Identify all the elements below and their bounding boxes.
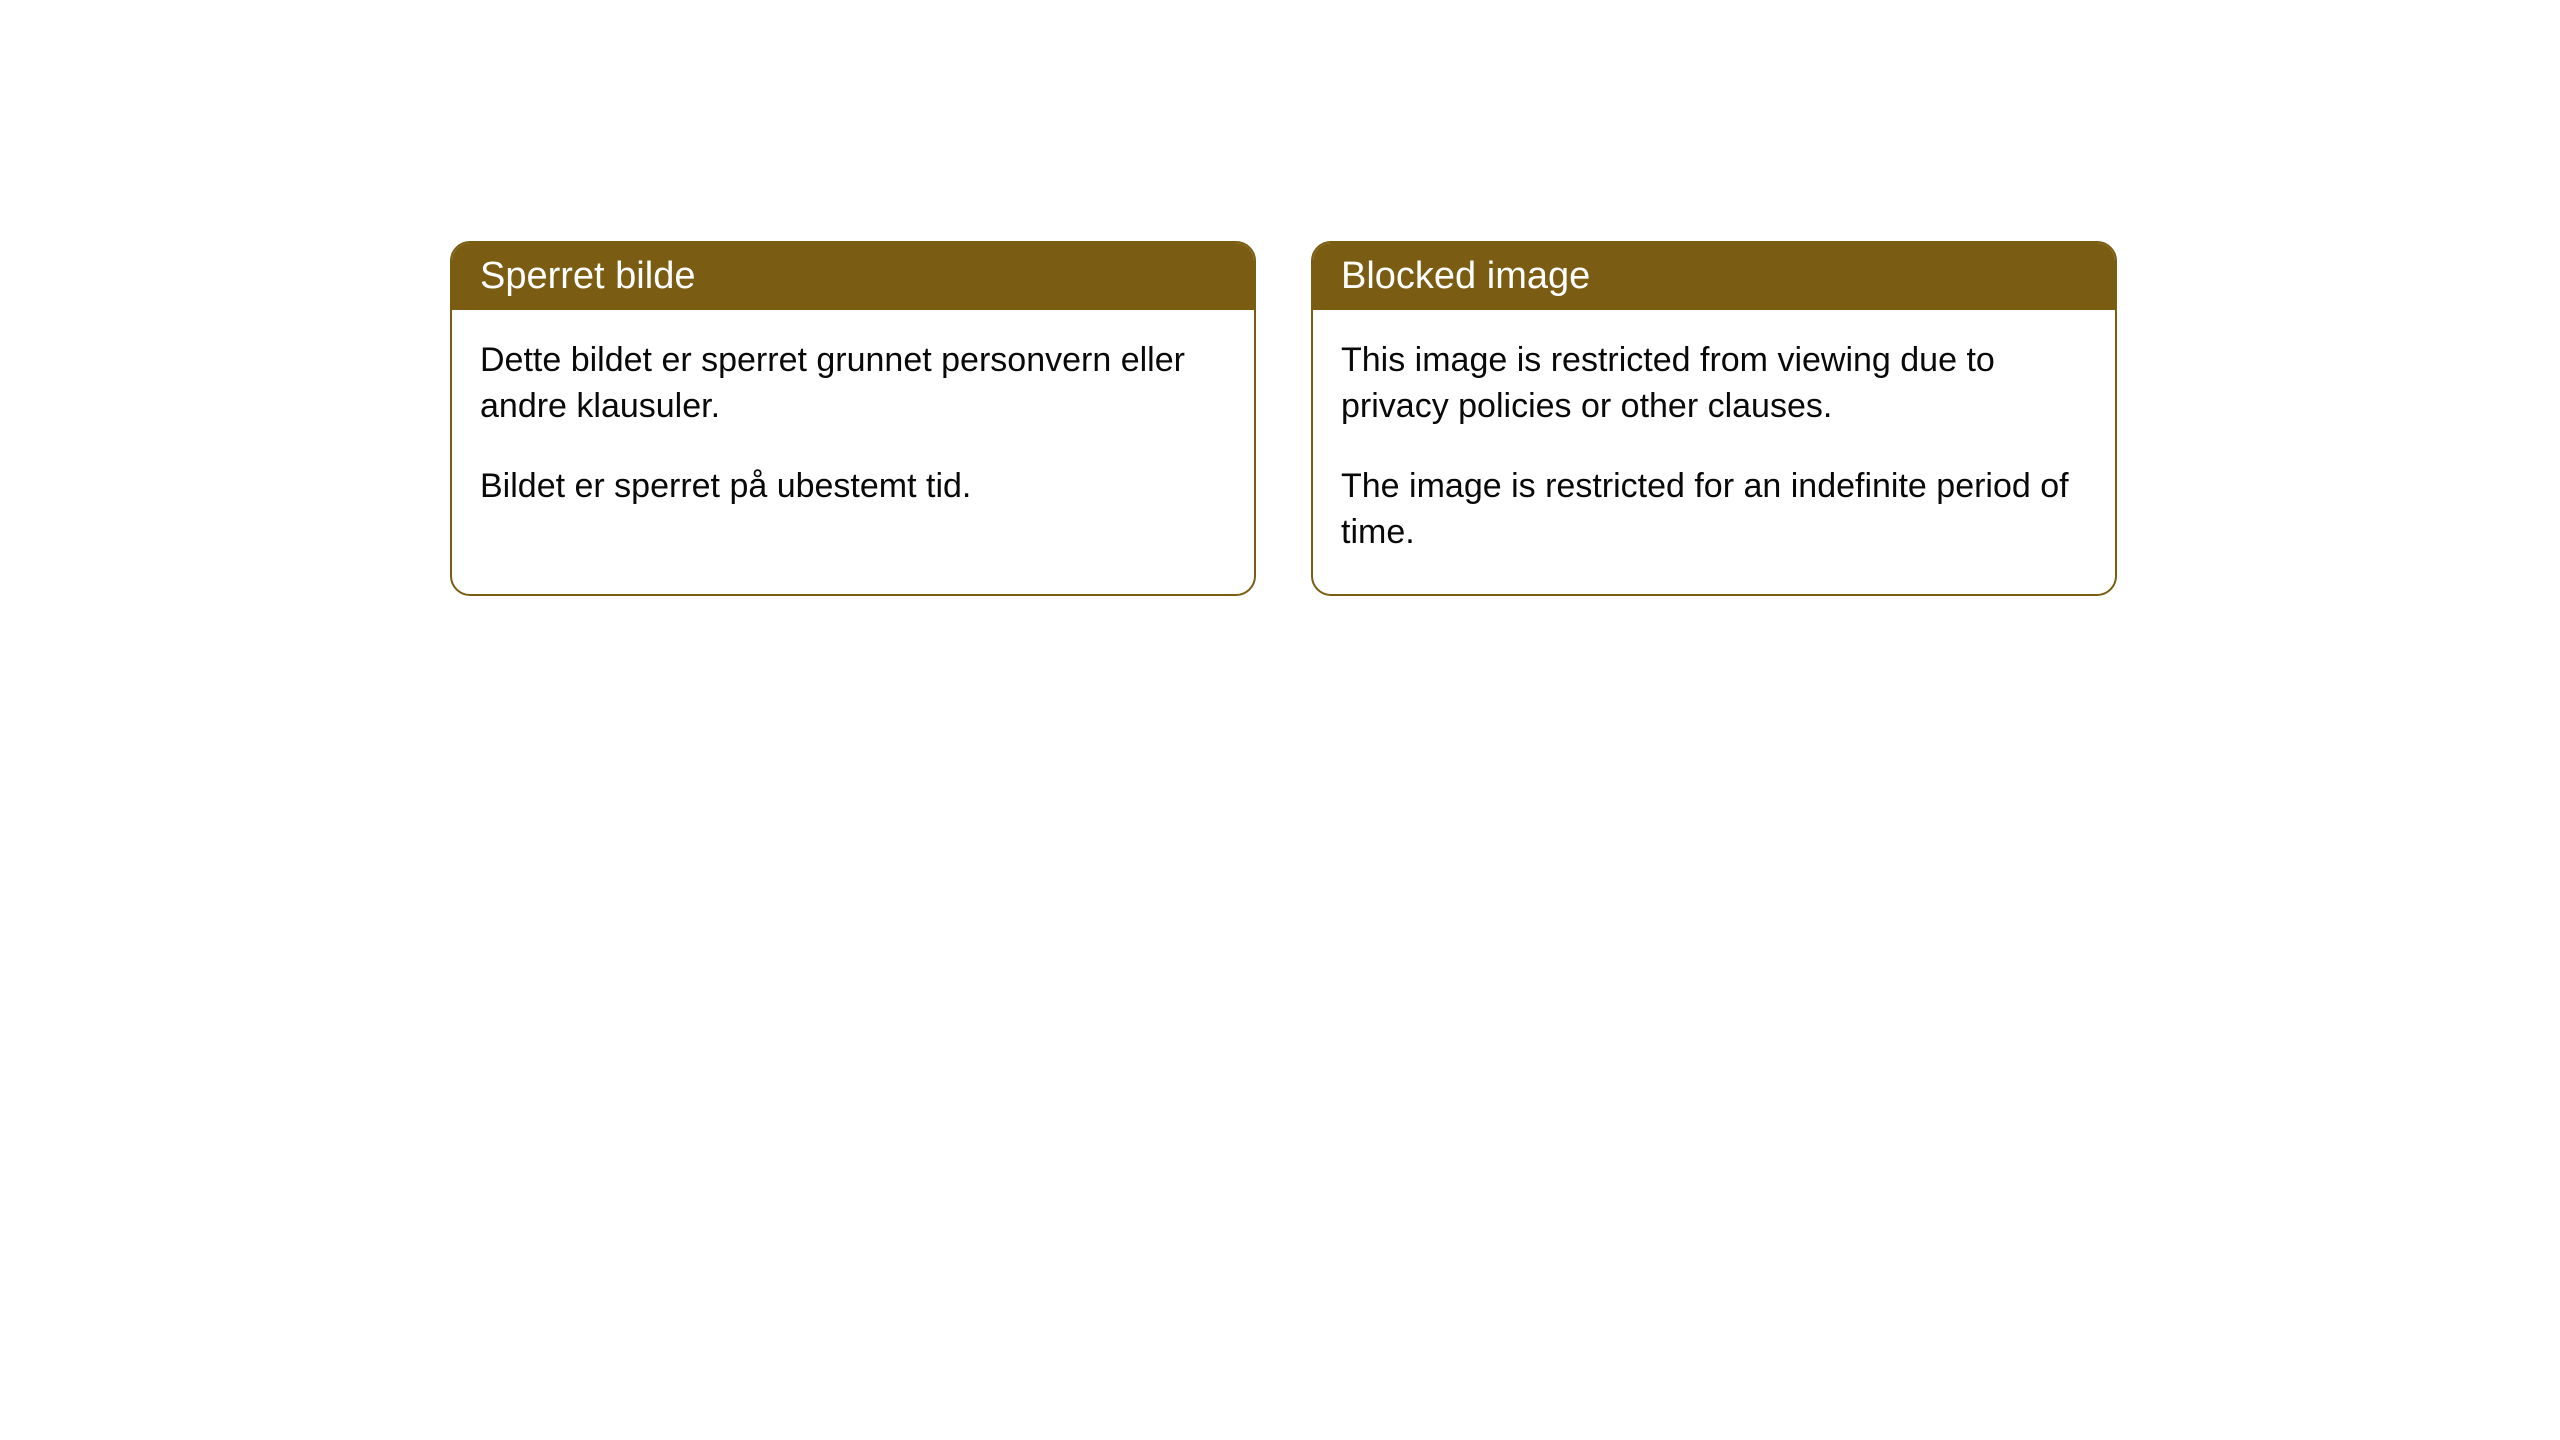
blocked-image-card-norwegian: Sperret bilde Dette bildet er sperret gr… bbox=[450, 241, 1256, 596]
card-paragraph-2: Bildet er sperret på ubestemt tid. bbox=[480, 464, 1226, 510]
card-paragraph-2: The image is restricted for an indefinit… bbox=[1341, 464, 2087, 556]
card-paragraph-1: Dette bildet er sperret grunnet personve… bbox=[480, 338, 1226, 430]
notice-cards-container: Sperret bilde Dette bildet er sperret gr… bbox=[450, 241, 2117, 596]
card-paragraph-1: This image is restricted from viewing du… bbox=[1341, 338, 2087, 430]
blocked-image-card-english: Blocked image This image is restricted f… bbox=[1311, 241, 2117, 596]
card-body-english: This image is restricted from viewing du… bbox=[1313, 310, 2115, 594]
card-header-norwegian: Sperret bilde bbox=[452, 243, 1254, 310]
card-title: Blocked image bbox=[1341, 255, 1590, 297]
card-body-norwegian: Dette bildet er sperret grunnet personve… bbox=[452, 310, 1254, 548]
card-header-english: Blocked image bbox=[1313, 243, 2115, 310]
card-title: Sperret bilde bbox=[480, 255, 695, 297]
